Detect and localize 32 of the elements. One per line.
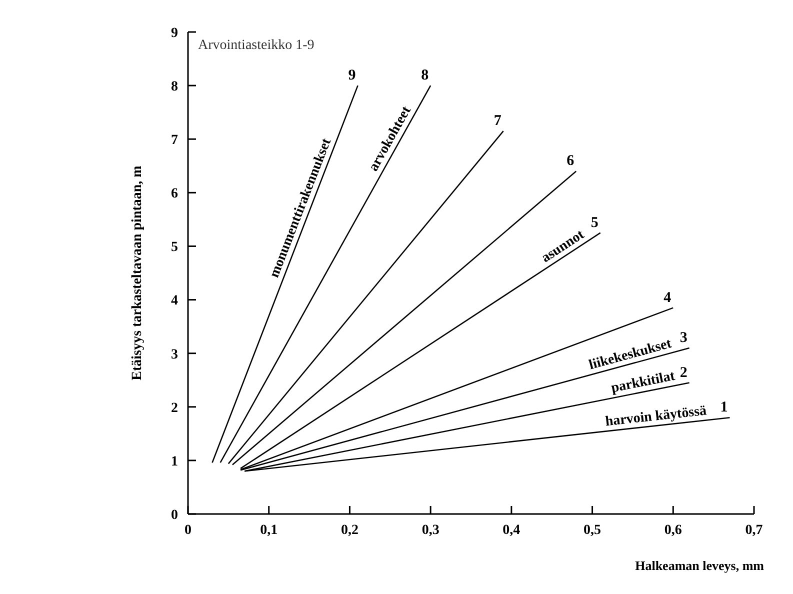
x-tick-label: 0 (184, 522, 192, 538)
y-tick-label: 2 (171, 400, 178, 416)
series-label: 8 (421, 68, 429, 84)
series-label: 7 (494, 113, 502, 130)
y-tick-label: 7 (171, 133, 178, 148)
series-label: 5 (590, 214, 598, 231)
x-tick-label: 0,3 (422, 522, 440, 538)
y-tick-label: 6 (171, 186, 178, 202)
y-tick-label: 9 (171, 26, 178, 41)
series-label: 2 (680, 364, 688, 381)
annotation: Arvointiasteikko 1-9 (198, 38, 314, 54)
series-label: 9 (348, 68, 356, 84)
y-tick-label: 4 (171, 294, 178, 309)
x-tick-label: 0,2 (340, 522, 358, 538)
y-tick-label: 8 (171, 80, 178, 95)
x-tick-label: 0,4 (502, 522, 520, 538)
y-tick-label: 5 (171, 240, 178, 256)
x-axis-title: Halkeaman leveys, mm (635, 558, 764, 574)
annotation: parkkitilat (610, 368, 677, 396)
annotation: harvoin käytössä (604, 404, 708, 430)
series-label: 6 (566, 153, 575, 170)
x-tick-label: 0,1 (260, 522, 278, 538)
y-tick-label: 1 (171, 454, 178, 470)
x-tick-label: 0,6 (664, 522, 682, 538)
y-tick-label: 3 (171, 347, 178, 362)
series-label: 1 (720, 400, 728, 416)
x-tick-label: 0,5 (584, 522, 602, 538)
y-tick-label: 0 (171, 508, 178, 523)
x-tick-label: 0,7 (745, 522, 763, 538)
series-label: 3 (680, 330, 688, 346)
y-axis-title: Etäisyys tarkasteltavaan pintaan, m (130, 165, 145, 380)
series-label: 4 (664, 290, 672, 306)
